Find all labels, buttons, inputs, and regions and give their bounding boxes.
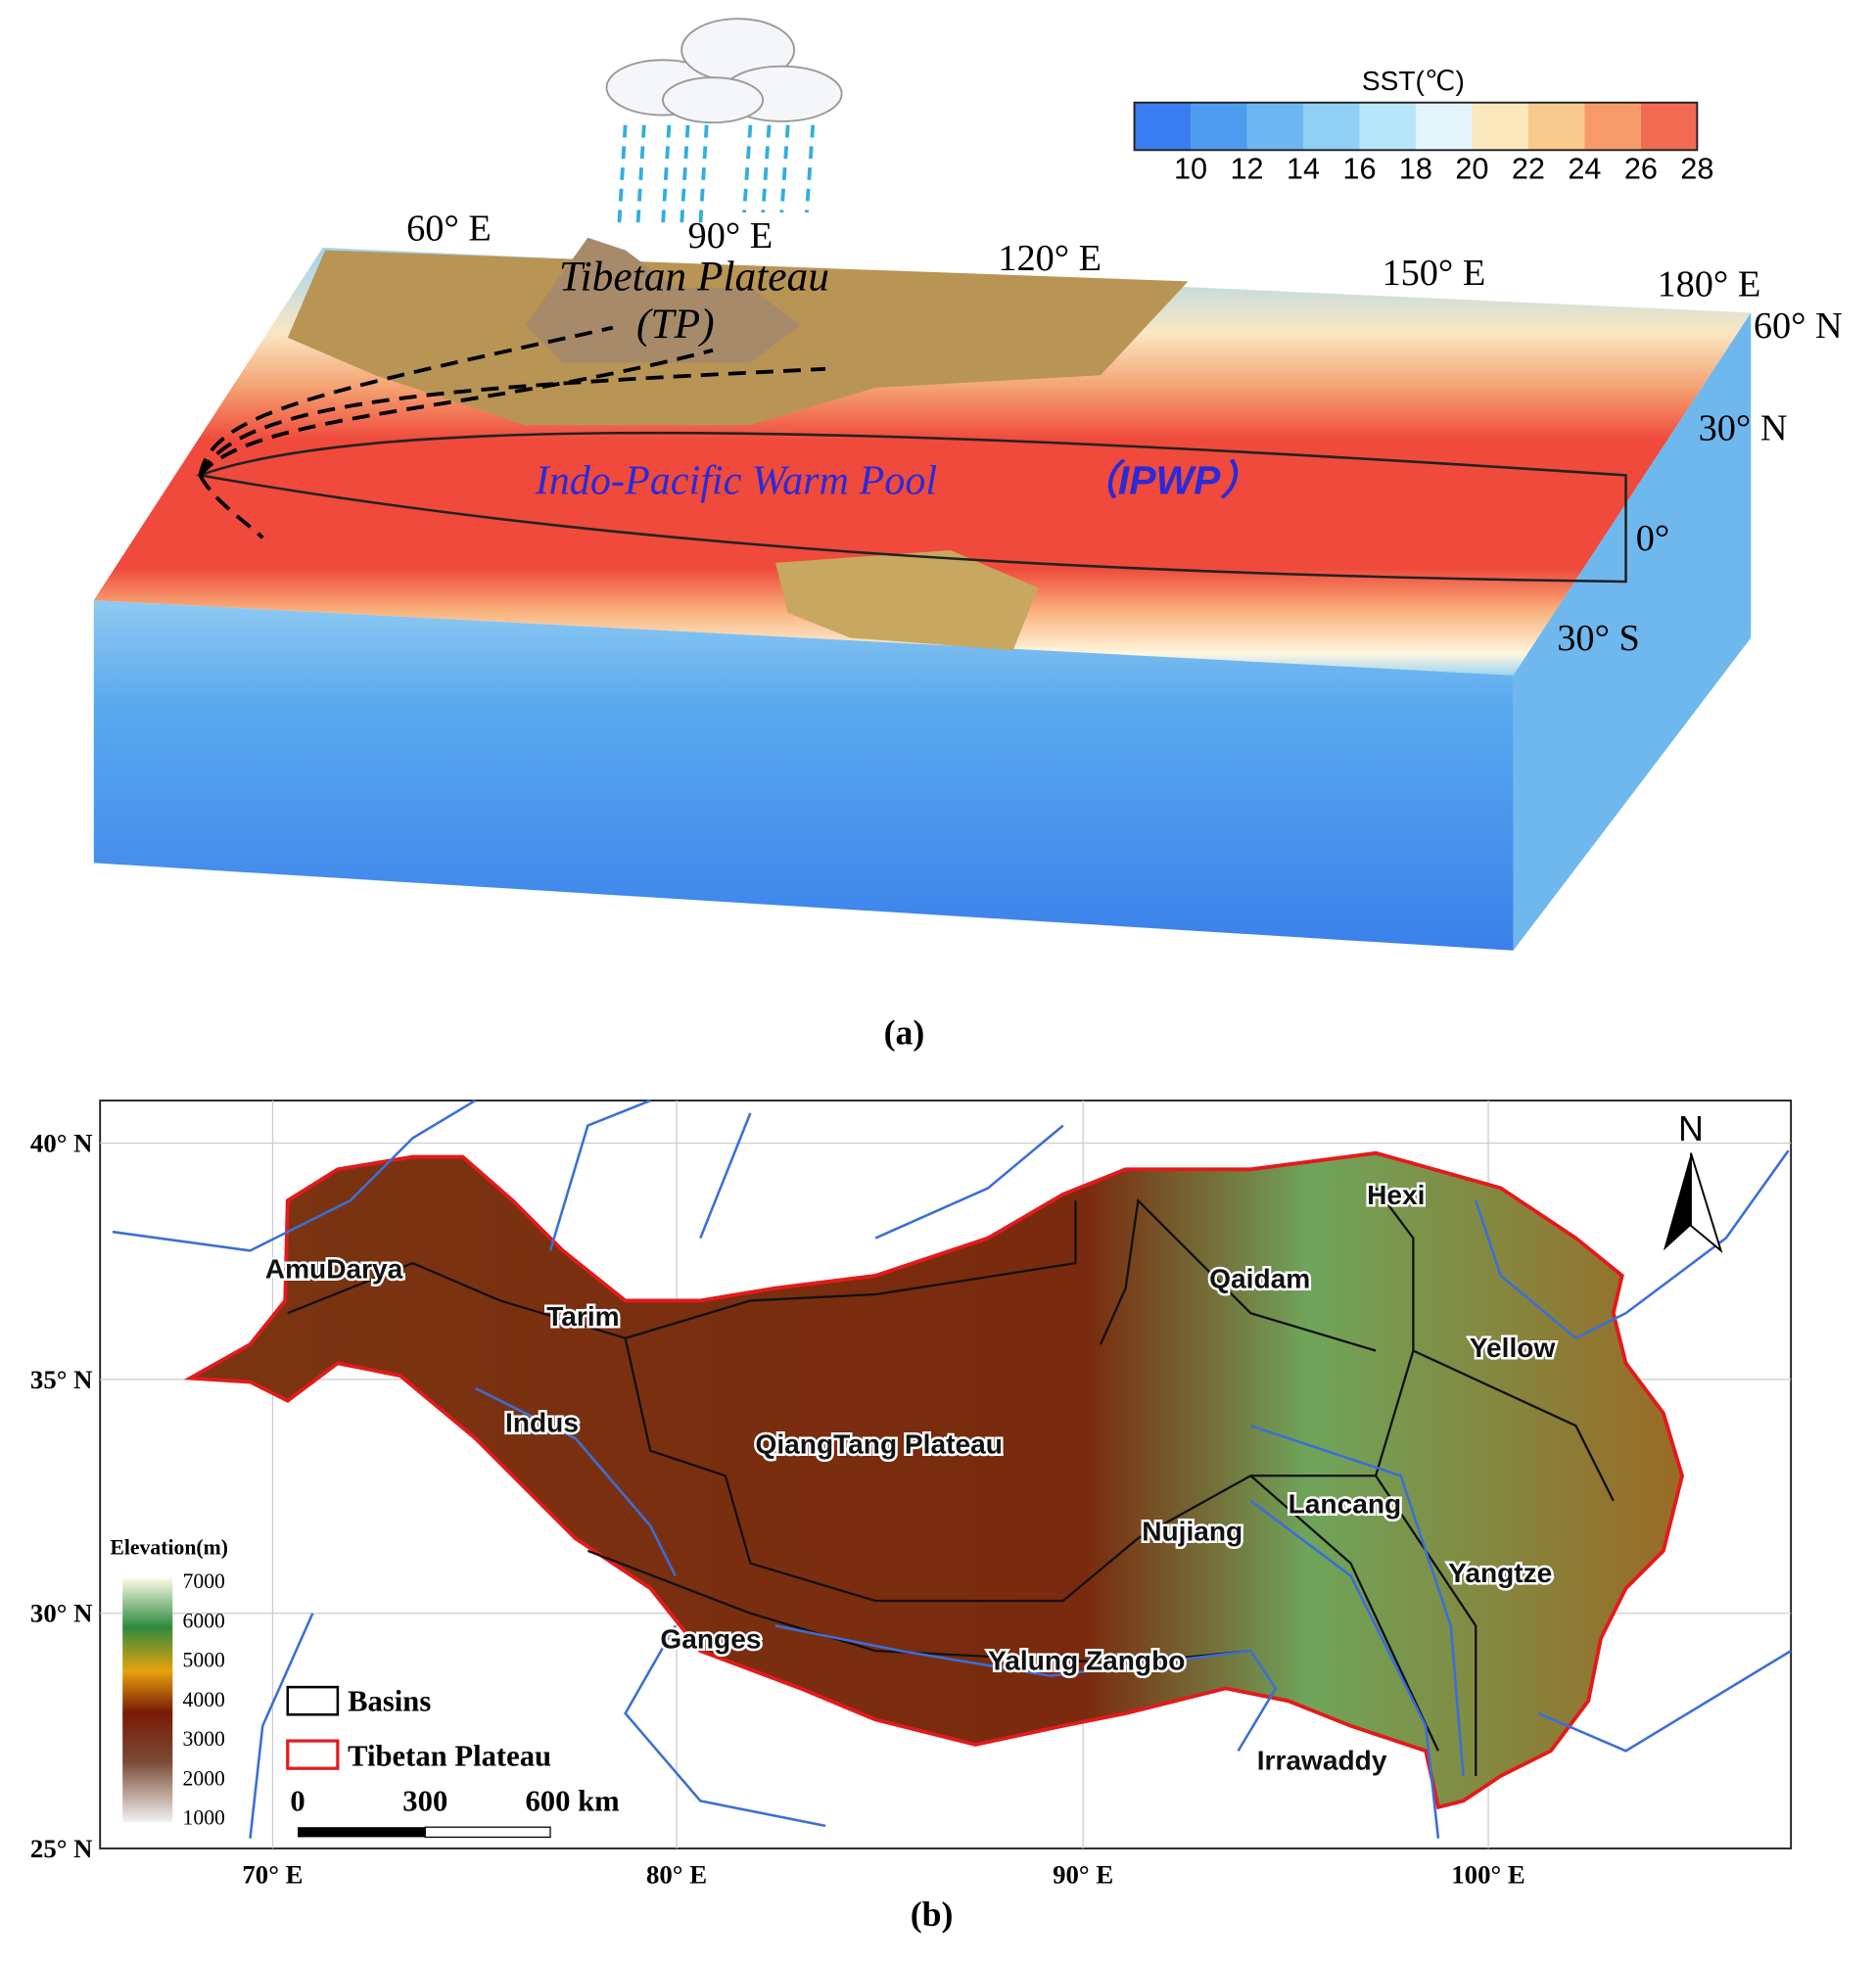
lon-label: 60° E xyxy=(406,208,492,249)
caption: (a) xyxy=(884,1013,925,1053)
basin-label: Lancang xyxy=(1289,1489,1402,1520)
sst-colorbar xyxy=(1133,101,1699,152)
panel-a: SST(℃) 10 12 14 16 18 20 22 24 26 28 60° E 90° E … xyxy=(93,18,1843,1053)
tibetan-plateau xyxy=(183,1150,1684,1810)
elevation-title: Elevation(m) xyxy=(110,1536,228,1560)
basin-labels: AmuDarya Tarim Indus QiangTang Plateau Q… xyxy=(262,1178,1558,1778)
basin-label: Tarim xyxy=(546,1301,619,1332)
basin-label: QiangTang Plateau xyxy=(756,1428,1003,1459)
tp-label: (TP) xyxy=(636,301,715,348)
north-arrow xyxy=(1663,1152,1691,1251)
elevation-tick: 5000 xyxy=(182,1649,225,1672)
colorbar-tick: 22 xyxy=(1512,153,1545,186)
colorbar-tick: 24 xyxy=(1568,153,1601,186)
elevation-bar xyxy=(122,1578,173,1823)
lon-label: 80° E xyxy=(646,1860,707,1890)
legend-label: Tibetan Plateau xyxy=(348,1740,551,1773)
lat-label: 25° N xyxy=(30,1834,93,1863)
rain xyxy=(617,124,816,226)
scale-bar xyxy=(298,1827,426,1838)
latitude-labels: 60° N 30° N 0° 30° S xyxy=(1557,305,1842,659)
lat-label: 30° S xyxy=(1557,618,1640,659)
warm-pool-contour xyxy=(195,431,1627,584)
panel-b: AmuDarya Tarim Indus QiangTang Plateau Q… xyxy=(30,1099,1793,1934)
lat-label: 30° N xyxy=(30,1599,93,1628)
sst-side xyxy=(1513,312,1752,951)
lon-label: 70° E xyxy=(242,1860,303,1890)
colorbar-tick: 16 xyxy=(1342,153,1376,186)
basin-label: Hexi xyxy=(1367,1180,1425,1210)
tp-relief xyxy=(525,237,801,363)
colorbar-title: SST(℃) xyxy=(1362,66,1465,96)
elevation-tick: 4000 xyxy=(182,1688,225,1711)
legend-label: Basins xyxy=(348,1684,431,1717)
elevation-tick: 1000 xyxy=(182,1806,225,1830)
caption: (b) xyxy=(911,1895,954,1934)
ipwp-label: （IPWP） xyxy=(1078,458,1260,503)
lat-axis: 40° N 35° N 30° N 25° N xyxy=(30,1128,93,1862)
ipwp-label: Indo-Pacific Warm Pool xyxy=(535,458,937,504)
lon-label: 150° E xyxy=(1382,253,1485,294)
legend-tp-swatch xyxy=(286,1739,340,1770)
legend-basins-swatch xyxy=(286,1685,340,1716)
colorbar-tick: 12 xyxy=(1230,153,1263,186)
basin-boundaries xyxy=(287,1187,1615,1776)
elevation-tick: 2000 xyxy=(182,1766,225,1790)
lon-label: 90° E xyxy=(688,215,774,257)
flow-arrows xyxy=(198,325,826,539)
elevation-tick: 7000 xyxy=(182,1569,225,1593)
lon-label: 100° E xyxy=(1451,1860,1525,1890)
basin-label: AmuDarya xyxy=(265,1253,403,1284)
north-label: N xyxy=(1678,1109,1704,1148)
colorbar-ticks: 10 12 14 16 18 20 22 24 26 28 xyxy=(1174,153,1713,186)
basin-label: Qaidam xyxy=(1209,1264,1310,1294)
colorbar-tick: 10 xyxy=(1174,153,1207,186)
elevation-tick: 3000 xyxy=(182,1727,225,1751)
colorbar-tick: 26 xyxy=(1624,153,1658,186)
longitude-labels: 60° E 90° E 120° E 150° E 180° E xyxy=(406,208,1760,304)
basin-label: Yangtze xyxy=(1448,1558,1552,1588)
lat-label: 0° xyxy=(1636,518,1669,559)
elevation-ticks: 7000 6000 5000 4000 3000 2000 1000 xyxy=(182,1569,225,1829)
lon-label: 90° E xyxy=(1053,1860,1113,1890)
lat-label: 60° N xyxy=(1754,305,1843,347)
basin-label: Yalung Zangbo xyxy=(988,1645,1185,1675)
basin-label: Nujiang xyxy=(1142,1517,1243,1547)
basin-label: Yellow xyxy=(1470,1333,1556,1363)
basin-label: Indus xyxy=(505,1408,579,1438)
sst-front xyxy=(93,600,1514,951)
colorbar-tick: 28 xyxy=(1680,153,1713,186)
basin-label: Ganges xyxy=(660,1624,761,1655)
colorbar-tick: 14 xyxy=(1287,153,1320,186)
basin-label: Irrawaddy xyxy=(1257,1745,1387,1775)
elevation-tick: 6000 xyxy=(182,1609,225,1632)
australia-land xyxy=(774,550,1039,651)
lat-label: 30° N xyxy=(1699,408,1788,449)
north-arrow xyxy=(1689,1152,1723,1254)
lat-label: 35° N xyxy=(30,1365,93,1394)
colorbar-tick: 20 xyxy=(1455,153,1488,186)
scale-label: 600 km xyxy=(525,1785,619,1818)
colorbar-tick: 18 xyxy=(1399,153,1432,186)
lon-label: 120° E xyxy=(998,238,1102,279)
lon-axis: 70° E 80° E 90° E 100° E xyxy=(242,1860,1524,1890)
tp-label: Tibetan Plateau xyxy=(559,253,829,300)
cloud xyxy=(605,18,843,124)
scale-label: 300 xyxy=(402,1785,447,1818)
lon-label: 180° E xyxy=(1657,264,1760,305)
scale-bar xyxy=(424,1826,551,1839)
lat-label: 40° N xyxy=(30,1128,93,1157)
rivers xyxy=(112,1099,1792,1839)
scale-label: 0 xyxy=(290,1785,305,1818)
